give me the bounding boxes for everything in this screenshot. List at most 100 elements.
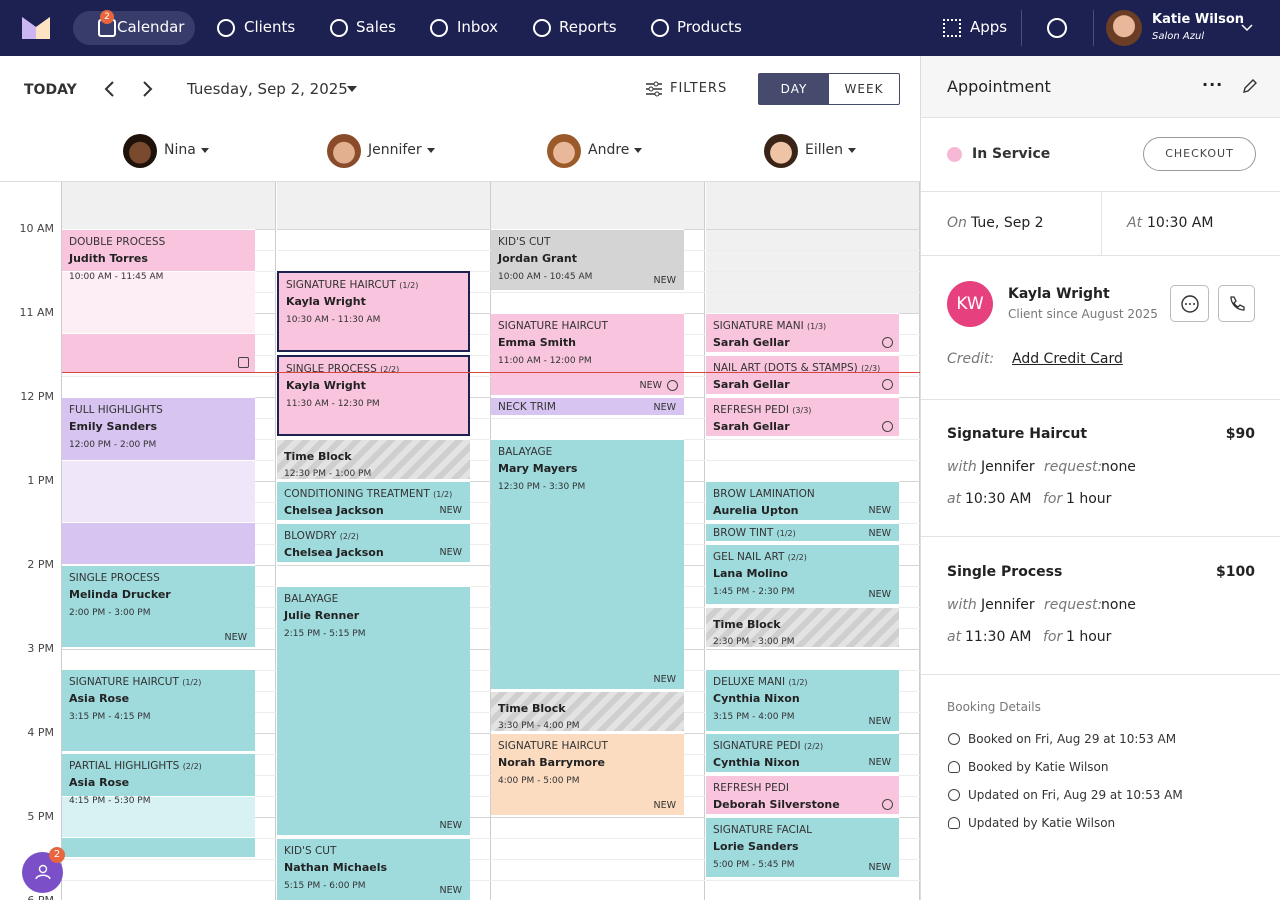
client: Kayla Wright	[286, 295, 366, 308]
appointment[interactable]: Time Block 3:30 PM - 4:00 PM	[491, 691, 684, 731]
appointment[interactable]: SINGLE PROCESS (2/2) Kayla Wright 11:30 AM…	[277, 355, 470, 436]
nav-item[interactable]: Sales	[356, 18, 396, 36]
status-dot	[947, 147, 962, 162]
appointment[interactable]: BALAYAGE Julie Renner 2:15 PM - 5:15 PM NEW	[277, 586, 470, 835]
filters-icon[interactable]	[645, 81, 663, 97]
award-icon	[882, 421, 893, 432]
appointment[interactable]: SINGLE PROCESS Melinda Drucker 2:00 PM - 3…	[62, 565, 255, 647]
message-button[interactable]	[1170, 285, 1209, 322]
award-icon	[882, 799, 893, 810]
client: Jordan Grant	[498, 252, 577, 265]
appointment[interactable]: SIGNATURE HAIRCUT Emma Smith 11:00 AM - 12…	[491, 313, 684, 395]
appointment[interactable]: PARTIAL HIGHLIGHTS (2/2) Asia Rose 4:15 PM…	[62, 753, 255, 857]
filters[interactable]: FILTERS	[670, 81, 728, 96]
appointment[interactable]: GEL NAIL ART (2/2) Lana Molino 1:45 PM - 2…	[706, 544, 899, 604]
today-button[interactable]: TODAY	[24, 82, 77, 98]
appointment[interactable]: BROW LAMINATION Aurelia Upton NEW	[706, 481, 899, 520]
nav-item[interactable]: Calendar	[117, 18, 185, 36]
booking-detail: Updated by Katie Wilson	[968, 816, 1116, 830]
client: Norah Barrymore	[498, 756, 606, 769]
service-name: SIGNATURE HAIRCUT	[286, 279, 396, 291]
checkout-button[interactable]: CHECKOUT	[1143, 137, 1256, 171]
user-avatar[interactable]	[1106, 10, 1142, 46]
user-menu-caret[interactable]	[1241, 24, 1253, 32]
client: Asia Rose	[69, 776, 130, 789]
appointment[interactable]: SIGNATURE PEDI (2/2) Cynthia Nixon NEW	[706, 733, 899, 772]
call-button[interactable]	[1218, 285, 1255, 322]
current-time	[62, 372, 920, 373]
edit-button[interactable]	[1242, 78, 1258, 94]
staff-name[interactable]: Andre	[588, 142, 630, 158]
appointment[interactable]: KID'S CUT Jordan Grant 10:00 AM - 10:45 AM…	[491, 229, 684, 290]
hour-label: 10 AM	[19, 222, 54, 235]
appointment[interactable]: SIGNATURE HAIRCUT (1/2) Kayla Wright 10:30…	[277, 271, 470, 352]
booking-icon	[948, 733, 960, 745]
service-name: BALAYAGE	[284, 593, 339, 605]
service: KID'S CUT	[498, 236, 550, 248]
appointment[interactable]: SIGNATURE MANI (1/3) Sarah Gellar	[706, 313, 899, 352]
time: 11:00 AM - 12:00 PM	[498, 356, 592, 366]
appointment[interactable]: DELUXE MANI (1/2) Cynthia Nixon 3:15 PM - …	[706, 669, 899, 731]
appointment[interactable]: BROW TINT (1/2) NEW	[706, 523, 899, 541]
service-name: GEL NAIL ART	[713, 551, 785, 563]
service-name: NAIL ART (DOTS & STAMPS)	[713, 362, 858, 374]
service-name: SIGNATURE MANI	[713, 320, 804, 332]
appointment[interactable]: CONDITIONING TREATMENT (1/2) Chelsea Jack…	[277, 481, 470, 520]
client-name[interactable]: Kayla Wright	[1008, 286, 1110, 302]
date-picker[interactable]: Tuesday, Sep 2, 2025	[187, 80, 348, 98]
nav-item[interactable]: Clients	[244, 18, 296, 36]
appointment[interactable]: REFRESH PEDI (3/3) Sarah Gellar	[706, 397, 899, 436]
service: FULL HIGHLIGHTS	[69, 404, 163, 416]
appointment[interactable]: DOUBLE PROCESS Judith Torres 10:00 AM - 11…	[62, 229, 255, 372]
appointment[interactable]: Time Block 2:30 PM - 3:00 PM	[706, 607, 899, 647]
appointment[interactable]: Time Block 12:30 PM - 1:00 PM	[277, 439, 470, 479]
hour-label: 6 PM	[27, 894, 54, 900]
day-view[interactable]: DAY	[759, 74, 829, 104]
tag: NEW	[868, 528, 891, 539]
staff-name[interactable]: Nina	[164, 142, 196, 158]
calendar-toolbar: TODAY Tuesday, Sep 2, 2025 FILTERS DAY W…	[0, 56, 920, 182]
slot-line	[706, 649, 920, 650]
service-part: (1/2)	[776, 529, 796, 538]
service-part: (3/3)	[792, 406, 812, 415]
service: Time Block	[713, 618, 781, 631]
appointment[interactable]: BALAYAGE Mary Mayers 12:30 PM - 3:30 PM NEW	[491, 439, 684, 689]
appointment[interactable]: SIGNATURE HAIRCUT Norah Barrymore 4:00 PM …	[491, 733, 684, 815]
nav-item[interactable]: Products	[677, 18, 742, 36]
divider	[1093, 10, 1094, 46]
week-view[interactable]: WEEK	[844, 82, 884, 96]
service: SIGNATURE HAIRCUT	[498, 740, 608, 752]
time: 4:00 PM - 5:00 PM	[498, 776, 580, 786]
appointment[interactable]: KID'S CUT Nathan Michaels 5:15 PM - 6:00 P…	[277, 838, 470, 900]
appointment[interactable]: SIGNATURE HAIRCUT (1/2) Asia Rose 3:15 PM …	[62, 669, 255, 751]
client: Sarah Gellar	[713, 336, 790, 349]
staff-name[interactable]: Eillen	[805, 142, 844, 158]
prev-next[interactable]	[102, 80, 154, 98]
appointment[interactable]: NAIL ART (DOTS & STAMPS) (2/3) Sarah Gell…	[706, 355, 899, 394]
award-icon	[882, 337, 893, 348]
nav-item[interactable]: Inbox	[457, 18, 499, 36]
booking-icon	[948, 761, 960, 773]
appointment[interactable]: FULL HIGHLIGHTS Emily Sanders 12:00 PM - 2…	[62, 397, 255, 564]
user-name[interactable]: Katie Wilson	[1152, 12, 1245, 27]
staff-name[interactable]: Jennifer	[368, 142, 422, 158]
time: 1:45 PM - 2:30 PM	[713, 587, 795, 597]
apps[interactable]: Apps	[970, 18, 1008, 36]
appointment[interactable]: SIGNATURE FACIAL Lorie Sanders 5:00 PM - 5…	[706, 817, 899, 877]
client: Emma Smith	[498, 336, 576, 349]
appointment[interactable]: NECK TRIM NEW	[491, 397, 684, 415]
more-button[interactable]: ···	[1202, 75, 1224, 94]
chat-icon[interactable]	[1047, 18, 1067, 38]
slot-line	[706, 460, 920, 461]
processing-time	[62, 796, 255, 838]
appointment[interactable]: REFRESH PEDI Deborah Silverstone	[706, 775, 899, 814]
slot-line	[277, 250, 491, 251]
top-nav: Apps Katie Wilson Salon Azul Calendar 2 Cl…	[0, 0, 1280, 56]
add-credit-card[interactable]: Add Credit Card	[1012, 351, 1123, 367]
service: GEL NAIL ART (2/2)	[713, 551, 807, 563]
nav-item[interactable]: Reports	[559, 18, 617, 36]
divider	[921, 255, 1280, 256]
appointment[interactable]: BLOWDRY (2/2) Chelsea Jackson NEW	[277, 523, 470, 562]
